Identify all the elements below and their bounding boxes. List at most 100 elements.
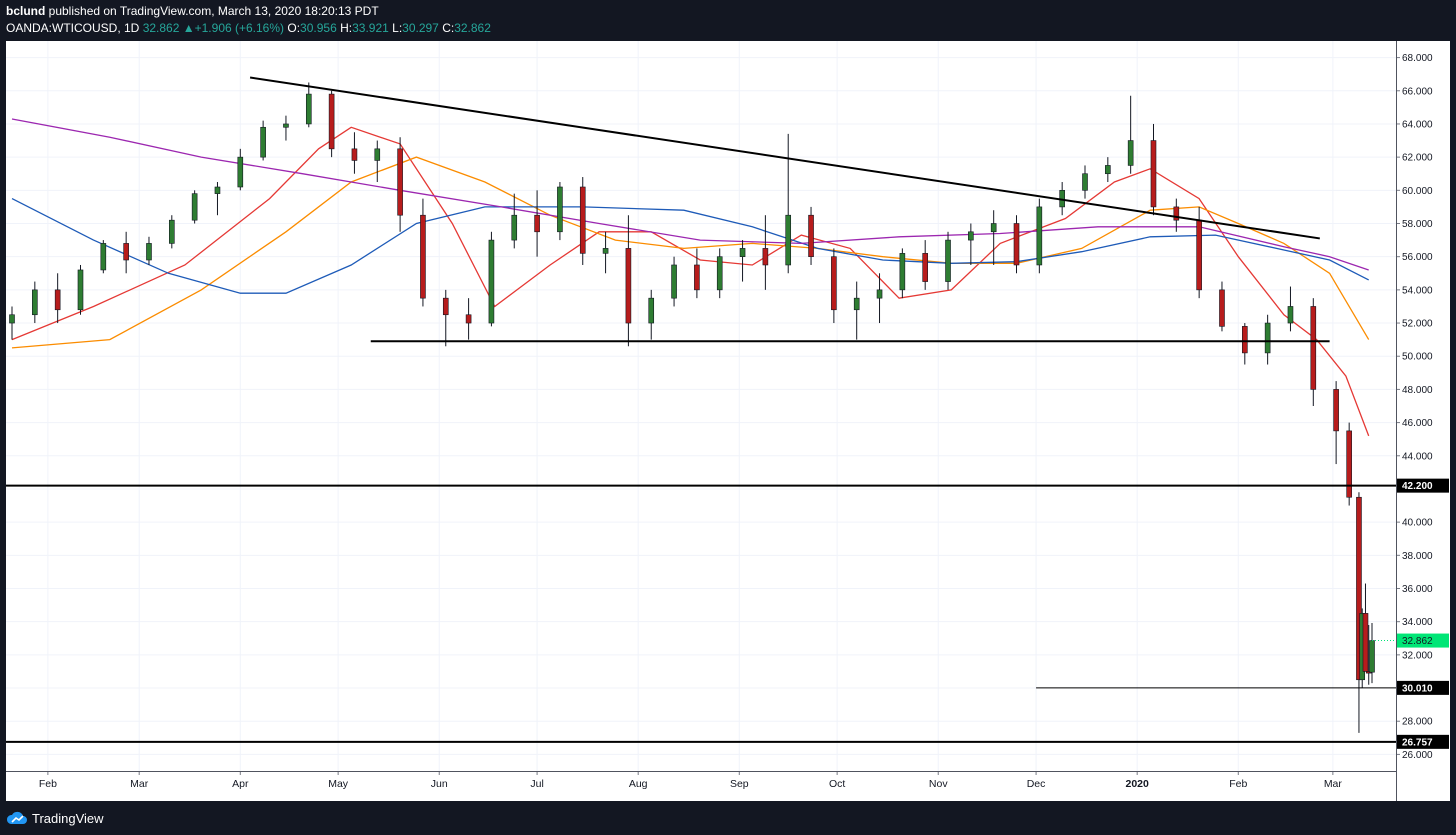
price-level-label: 26.757 — [1402, 737, 1433, 748]
moving-average-orange — [11, 156, 1370, 349]
candle — [32, 281, 38, 324]
price-level-badge — [1397, 478, 1449, 493]
candle — [374, 140, 381, 183]
candle — [100, 240, 107, 274]
candle — [442, 289, 449, 347]
candle — [1219, 281, 1225, 332]
candle — [54, 273, 61, 324]
candle-body-down — [922, 253, 928, 282]
low-value: 30.297 — [402, 21, 439, 35]
candle-body-down — [397, 148, 403, 216]
candle-body-up — [237, 156, 244, 188]
candle-body-up — [146, 243, 152, 261]
current-price-label: 32.862 — [1402, 636, 1433, 647]
y-tick-label: 62.000 — [1402, 153, 1433, 164]
candle-body-up — [785, 214, 792, 266]
price-level-label: 42.200 — [1402, 481, 1433, 492]
y-tick-label: 48.000 — [1402, 385, 1433, 396]
change-up-icon: ▲ — [182, 21, 195, 35]
y-tick-label: 38.000 — [1402, 551, 1433, 562]
candle-body-down — [694, 264, 700, 291]
high-value: 33.921 — [352, 21, 389, 35]
price-chart[interactable]: 26.00028.00030.00032.00034.00036.00038.0… — [6, 41, 1450, 801]
candle-body-up — [77, 269, 84, 311]
candle-body-down — [328, 93, 335, 150]
candle-body-up — [214, 186, 221, 194]
open-label: O: — [287, 21, 301, 35]
symbol-label[interactable]: OANDA:WTICOUSD, 1D — [6, 21, 140, 35]
candle-body-up — [1082, 173, 1088, 191]
chart-area[interactable]: 26.00028.00030.00032.00034.00036.00038.0… — [6, 41, 1450, 801]
candle — [876, 273, 883, 324]
x-tick-label: Oct — [829, 778, 845, 790]
candle — [853, 281, 860, 340]
candle-body-up — [716, 256, 723, 291]
trendline-descending-resistance — [249, 76, 1320, 240]
low-label: L: — [392, 21, 403, 35]
tradingview-cloud-icon — [6, 811, 27, 824]
candle-body-down — [1196, 219, 1202, 291]
candle — [602, 231, 609, 274]
candle — [123, 231, 129, 274]
candle — [1356, 492, 1362, 733]
candle-body-down — [1333, 389, 1339, 432]
time-axis[interactable]: Feb Mar Apr May Jun Jul Aug Sep Oct Nov Dec 2020 Feb… — [6, 771, 1396, 790]
y-tick-label: 56.000 — [1402, 252, 1433, 263]
candle-body-up — [648, 297, 655, 324]
candle — [625, 215, 632, 347]
publish-text: published on TradingView.com, March 13, … — [45, 4, 379, 18]
candle-body-up — [739, 248, 746, 257]
candle-body-up — [169, 219, 175, 244]
candle — [716, 248, 723, 299]
moving-average-red — [11, 126, 1370, 437]
candle-body-up — [1287, 306, 1294, 324]
y-tick-label: 60.000 — [1402, 186, 1433, 197]
candle — [169, 215, 175, 249]
candle — [305, 82, 312, 128]
ohlc-legend: OANDA:WTICOUSD, 1D 32.862 ▲+1.906 (+6.16… — [6, 21, 491, 35]
price-level-badge — [1397, 734, 1449, 749]
candle-body-down — [1219, 289, 1225, 327]
candle — [1333, 381, 1339, 465]
y-tick-label: 34.000 — [1402, 617, 1433, 628]
author-name[interactable]: bclund — [6, 4, 46, 18]
tradingview-brand[interactable]: TradingView — [32, 811, 104, 826]
candle — [579, 177, 586, 265]
candle-body-down — [1362, 613, 1369, 672]
x-tick-label: Dec — [1027, 778, 1046, 790]
candle-body-up — [602, 248, 609, 254]
y-tick-label: 50.000 — [1402, 352, 1433, 363]
candle — [968, 223, 974, 265]
publish-info: bclund published on TradingView.com, Mar… — [6, 4, 379, 18]
candle — [260, 120, 266, 161]
candle-body-up — [1127, 140, 1134, 166]
candle — [77, 264, 84, 315]
candle-body-down — [1346, 430, 1352, 498]
candle-body-down — [351, 148, 358, 161]
current-price-badge — [1397, 633, 1449, 648]
candle — [557, 182, 563, 241]
y-tick-label: 66.000 — [1402, 86, 1433, 97]
moving-averages — [11, 118, 1370, 437]
candle-body-up — [305, 93, 312, 125]
y-tick-label: 36.000 — [1402, 584, 1433, 595]
candle — [922, 240, 928, 290]
candle-body-down — [420, 214, 426, 299]
candle — [397, 137, 403, 232]
candle — [1013, 215, 1020, 274]
x-tick-label: Sep — [730, 778, 749, 790]
x-tick-label: Mar — [130, 778, 149, 790]
candle-body-up — [260, 126, 266, 158]
candle — [899, 248, 906, 299]
x-tick-label: 2020 — [1126, 778, 1150, 790]
moving-average-purple — [11, 118, 1369, 271]
candle-body-up — [9, 314, 15, 324]
drawings — [6, 76, 1396, 743]
candle — [1362, 583, 1369, 672]
price-axis[interactable]: 26.00028.00030.00032.00034.00036.00038.0… — [1396, 41, 1449, 801]
candle — [945, 231, 951, 290]
candle-body-up — [968, 231, 974, 241]
candle — [739, 240, 746, 282]
y-tick-label: 68.000 — [1402, 53, 1433, 64]
x-tick-label: Jul — [530, 778, 543, 790]
